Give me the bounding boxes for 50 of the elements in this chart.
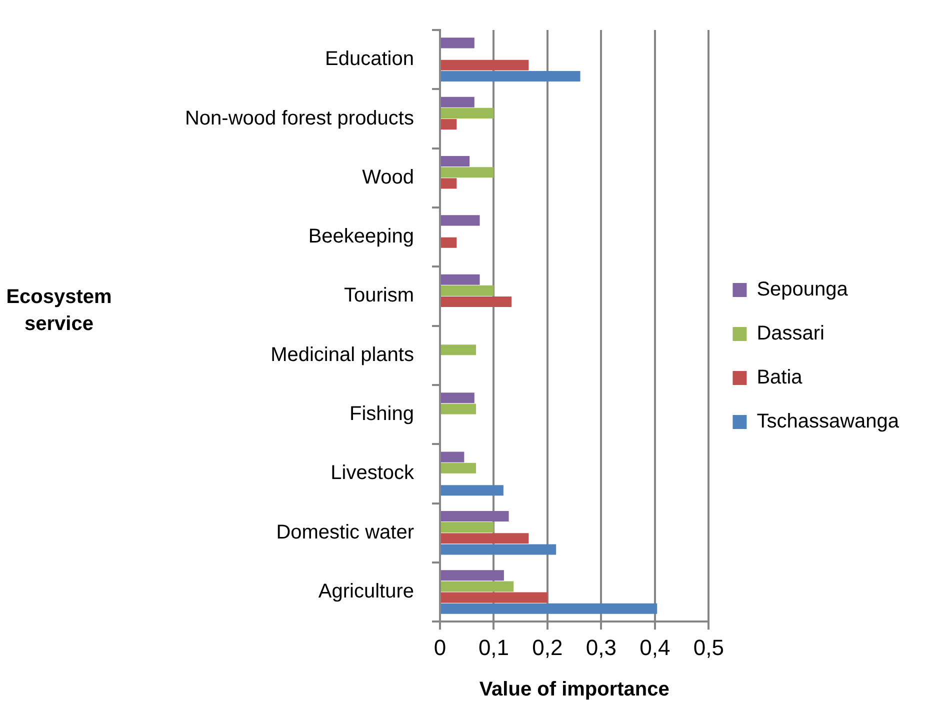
y-tick-label: Fishing (350, 403, 414, 426)
legend-label: Sepounga (756, 278, 849, 301)
bar (441, 462, 476, 474)
bar (441, 296, 512, 308)
bar (441, 167, 494, 178)
x-tick-label: 0,4 (640, 634, 670, 660)
bar (441, 544, 556, 555)
bar (441, 392, 474, 404)
x-tick-label: 0,3 (586, 634, 617, 660)
y-tick-label: Medicinal plants (270, 344, 414, 366)
bar (441, 522, 494, 533)
legend-label: Batia (756, 366, 804, 389)
bar (441, 344, 476, 356)
bar (441, 592, 548, 603)
y-tick-label: Tourism (344, 284, 414, 307)
bar (441, 38, 474, 48)
x-axis-title: Value of importance (479, 678, 670, 701)
y-tick-label: Non-wood forest products (184, 107, 414, 130)
bar (441, 533, 529, 544)
bar (441, 215, 480, 226)
y-tick-label: Agriculture (318, 580, 414, 603)
bar (441, 237, 457, 248)
y-tick-label: Wood (362, 166, 414, 188)
legend-label: Tschassawanga (756, 410, 900, 433)
bar (441, 452, 464, 462)
bar (441, 156, 470, 167)
bar (441, 581, 514, 592)
bar (441, 178, 457, 189)
bar (441, 510, 509, 522)
bar (441, 119, 457, 130)
x-tick-label: 0,1 (478, 634, 510, 660)
y-tick-label: Education (325, 48, 414, 70)
legend-label: Dassari (756, 322, 824, 345)
x-tick-label: 0,2 (532, 634, 563, 660)
y-axis-title: Ecosystem service (5, 285, 113, 337)
bar (441, 603, 658, 614)
bar (441, 70, 580, 82)
bar (441, 570, 504, 581)
y-tick-label: Beekeeping (308, 226, 414, 248)
bar (441, 96, 474, 108)
bar (441, 60, 529, 70)
x-tick-label: 0 (434, 634, 446, 660)
y-tick-label: Domestic water (276, 521, 414, 544)
bar (441, 485, 504, 496)
x-tick-label: 0,5 (693, 634, 724, 660)
bar (441, 285, 494, 296)
bar (441, 108, 494, 118)
bar (441, 274, 480, 285)
bar (441, 404, 476, 414)
y-tick-label: Livestock (330, 462, 415, 484)
